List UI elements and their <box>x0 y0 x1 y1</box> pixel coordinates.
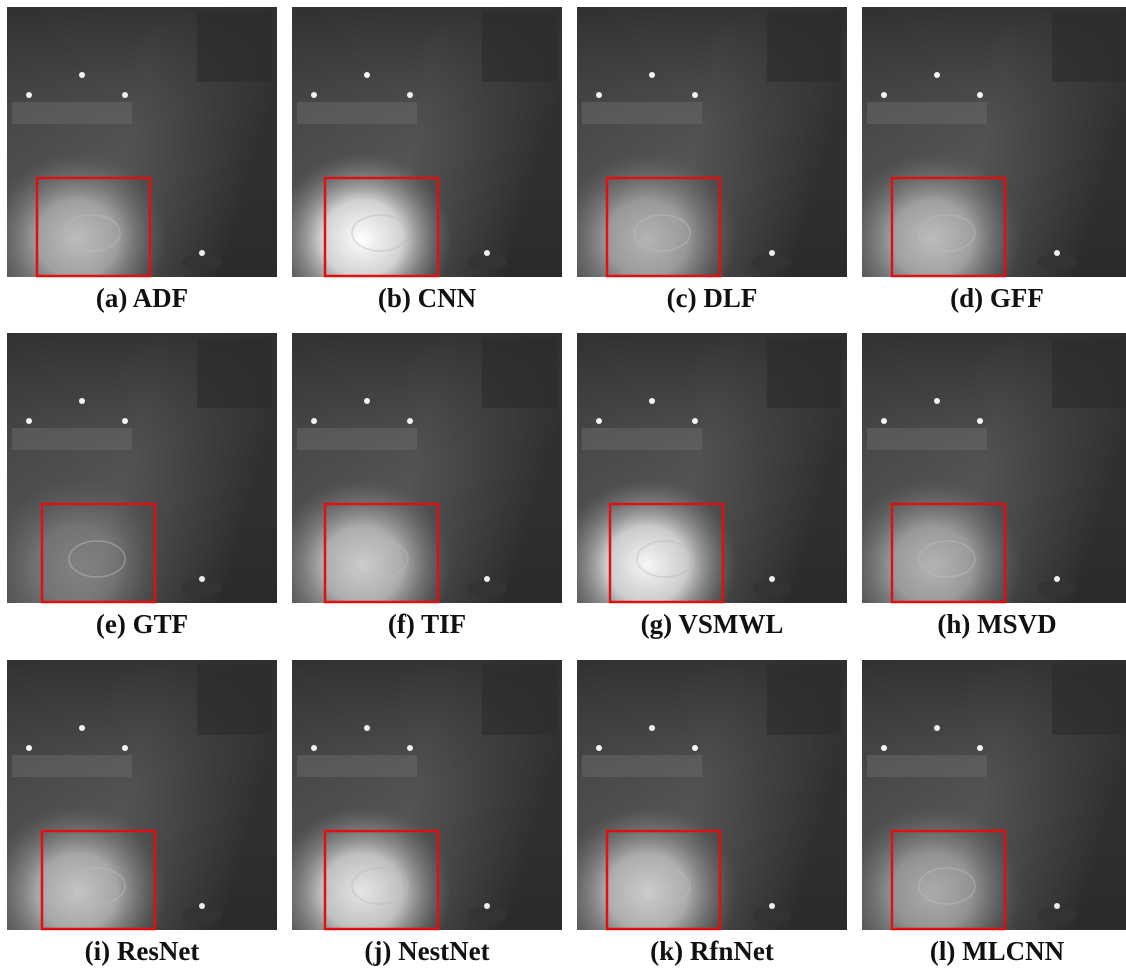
building-silhouette <box>482 12 557 82</box>
panel <box>7 7 277 277</box>
panel <box>577 7 847 277</box>
ground-object <box>182 254 222 270</box>
figure: (a) ADF (b) CNN (c) DLF (d) GFF (e) GTF (f) T… <box>0 0 1126 978</box>
light-spot <box>364 72 370 78</box>
building-silhouette <box>482 665 557 735</box>
ground-light <box>199 250 205 256</box>
ground-light <box>769 250 775 256</box>
building-silhouette <box>1052 338 1126 408</box>
light-spot <box>79 725 85 731</box>
ground-object <box>182 580 222 596</box>
ground-object <box>467 580 507 596</box>
ground-object <box>752 580 792 596</box>
light-spot <box>364 725 370 731</box>
ground-object <box>467 254 507 270</box>
light-spot <box>364 398 370 404</box>
panel <box>862 660 1126 930</box>
glow <box>577 413 777 603</box>
panel <box>577 333 847 603</box>
ground-object <box>467 907 507 923</box>
panel-caption: (i) ResNet <box>85 936 200 966</box>
panel-caption: (c) DLF <box>667 283 758 313</box>
panel-caption: (j) NestNet <box>364 936 489 966</box>
ground-light <box>769 576 775 582</box>
panel <box>577 660 847 930</box>
ground-light <box>1054 903 1060 909</box>
light-spot <box>934 72 940 78</box>
ground-object <box>752 907 792 923</box>
panel <box>7 660 277 930</box>
ground-object <box>1037 580 1077 596</box>
panel-caption: (e) GTF <box>96 609 188 639</box>
light-spot <box>934 725 940 731</box>
ground-object <box>1037 907 1077 923</box>
ground-light <box>484 576 490 582</box>
panel <box>7 333 277 603</box>
panel <box>862 333 1126 603</box>
light-spot <box>79 398 85 404</box>
panel-caption: (k) RfnNet <box>650 936 774 966</box>
ground-light <box>484 250 490 256</box>
building-silhouette <box>1052 12 1126 82</box>
panel <box>292 333 562 603</box>
building-silhouette <box>197 338 272 408</box>
panel-caption: (b) CNN <box>378 283 477 313</box>
light-spot <box>79 72 85 78</box>
building-silhouette <box>1052 665 1126 735</box>
panel <box>862 7 1126 277</box>
light-spot <box>934 398 940 404</box>
ground-light <box>484 903 490 909</box>
building-silhouette <box>197 665 272 735</box>
light-spot <box>649 72 655 78</box>
ground-light <box>199 576 205 582</box>
panel-caption: (a) ADF <box>96 283 188 313</box>
panel-caption: (f) TIF <box>388 609 466 639</box>
glow <box>7 740 207 930</box>
ground-light <box>1054 576 1060 582</box>
panel-caption: (l) MLCNN <box>930 936 1065 966</box>
glow <box>292 740 492 930</box>
panel-caption: (h) MSVD <box>937 609 1056 639</box>
panel-caption: (g) VSMWL <box>641 609 784 639</box>
ground-light <box>769 903 775 909</box>
ground-object <box>1037 254 1077 270</box>
light-spot <box>649 725 655 731</box>
ground-light <box>1054 250 1060 256</box>
panel <box>292 7 562 277</box>
building-silhouette <box>482 338 557 408</box>
ground-object <box>752 254 792 270</box>
panel-caption: (d) GFF <box>950 283 1044 313</box>
building-silhouette <box>197 12 272 82</box>
panel <box>292 660 562 930</box>
light-spot <box>649 398 655 404</box>
building-silhouette <box>767 338 842 408</box>
ground-light <box>199 903 205 909</box>
glow <box>292 413 492 603</box>
building-silhouette <box>767 665 842 735</box>
glow <box>292 87 492 277</box>
glow <box>7 413 207 603</box>
ground-object <box>182 907 222 923</box>
building-silhouette <box>767 12 842 82</box>
